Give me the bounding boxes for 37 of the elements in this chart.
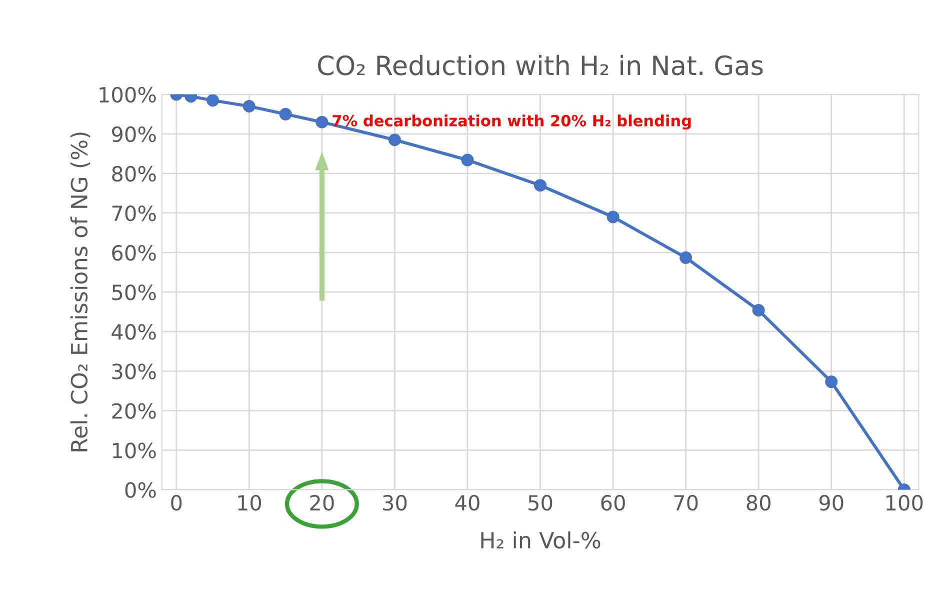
y-tick-label: 70%	[112, 205, 156, 222]
x-axis-title: H₂ in Vol-%	[481, 531, 600, 549]
x-tick-label: 0	[171, 494, 182, 511]
x-tick-label: 80	[746, 494, 770, 511]
y-tick-label: 100%	[100, 86, 156, 103]
point	[316, 116, 328, 128]
x-tick-label: 10	[238, 494, 262, 511]
point	[461, 154, 474, 166]
y-tick-label: 80%	[112, 166, 156, 182]
y-tick-label: 20%	[112, 403, 156, 419]
point	[680, 251, 692, 264]
y-tick-label: 50%	[112, 284, 156, 300]
point	[206, 94, 220, 107]
point	[279, 108, 292, 120]
y-tick-label: 0%	[125, 482, 156, 498]
point	[606, 210, 620, 224]
x-tick-label: 50	[528, 494, 552, 511]
x-tick-label: 100	[886, 494, 923, 511]
y-tick-label: 90%	[112, 126, 156, 142]
point	[388, 134, 401, 146]
y-tick-label: 10%	[112, 442, 156, 458]
x-tick-label: 20	[310, 494, 334, 511]
point	[242, 100, 256, 113]
chart-title: CO₂ Reduction with H₂ in Nat. Gas	[318, 54, 763, 76]
x-tick-label: 40	[455, 494, 480, 511]
annotation: 7% decarbonization with 20% H₂ blending	[332, 114, 691, 130]
point	[534, 179, 547, 192]
y-tick-label: 40%	[112, 324, 156, 340]
x-tick-label: 70	[674, 494, 698, 511]
x-tick-label: 60	[601, 494, 625, 511]
point	[752, 304, 765, 316]
y-axis-title: Rel. CO₂ Emissions of NG (%)	[70, 132, 90, 452]
x-tick-label: 90	[819, 494, 844, 511]
point	[825, 376, 838, 388]
y-tick-label: 30%	[112, 364, 156, 380]
x-tick-label: 30	[383, 494, 407, 511]
y-tick-label: 60%	[112, 244, 156, 261]
